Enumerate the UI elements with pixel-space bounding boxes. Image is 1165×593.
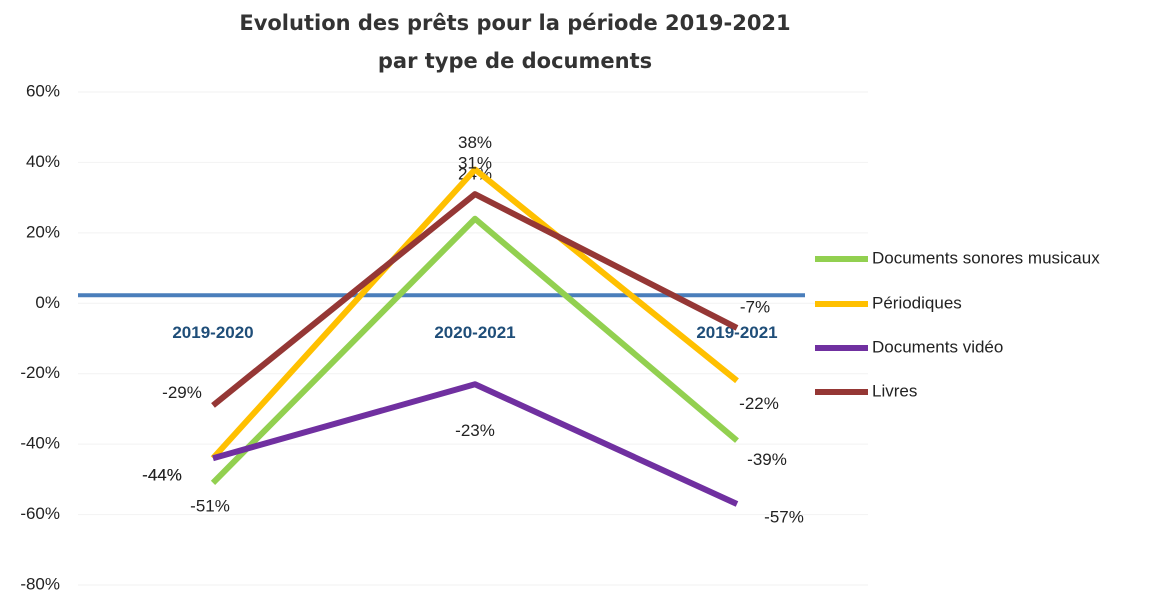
legend-label: Documents sonores musicaux xyxy=(872,248,1100,267)
y-tick-label: -80% xyxy=(20,574,60,593)
data-label: -51% xyxy=(190,496,230,515)
y-tick-label: -40% xyxy=(20,434,60,453)
data-label: 38% xyxy=(458,133,492,152)
x-tick-label: 2019-2021 xyxy=(696,323,777,342)
chart-subtitle: par type de documents xyxy=(378,49,652,73)
legend-label: Livres xyxy=(872,381,917,400)
series-line xyxy=(210,166,739,461)
x-tick-label: 2020-2021 xyxy=(434,323,515,342)
chart-title: Evolution des prêts pour la période 2019… xyxy=(239,11,790,35)
data-label: -57% xyxy=(764,507,804,526)
y-tick-label: -60% xyxy=(20,504,60,523)
data-label: -39% xyxy=(747,450,787,469)
legend-label: Périodiques xyxy=(872,293,962,312)
y-tick-label: 0% xyxy=(35,293,60,312)
data-label: -22% xyxy=(739,394,779,413)
series-line xyxy=(210,215,739,485)
y-tick-label: 20% xyxy=(26,222,60,241)
data-label: -29% xyxy=(162,383,202,402)
data-label: 31% xyxy=(458,154,492,173)
data-label: -44% xyxy=(142,466,182,485)
y-tick-label: 40% xyxy=(26,152,60,171)
y-tick-label: -20% xyxy=(20,363,60,382)
x-tick-label: 2019-2020 xyxy=(172,323,253,342)
data-label: -44% xyxy=(142,466,182,485)
legend-label: Documents vidéo xyxy=(872,337,1003,356)
y-tick-label: 60% xyxy=(26,81,60,100)
data-label: -7% xyxy=(740,297,770,316)
data-label: -23% xyxy=(455,421,495,440)
series-line xyxy=(211,191,739,408)
series-line xyxy=(212,381,739,507)
